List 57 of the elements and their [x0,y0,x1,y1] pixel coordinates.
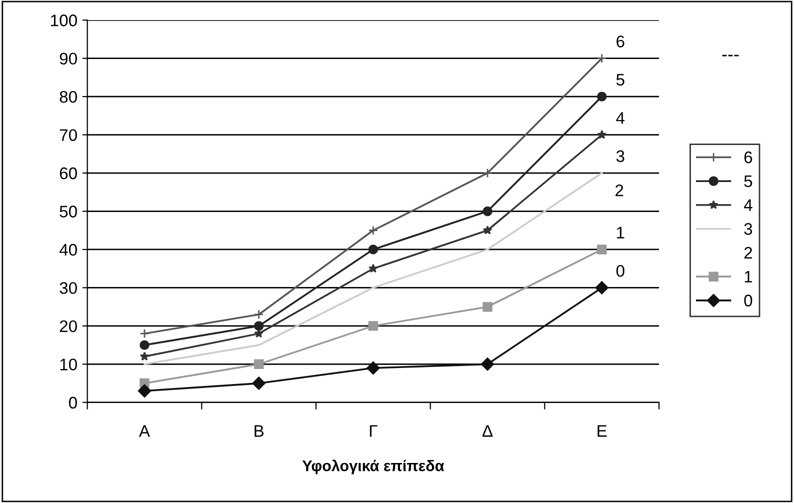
x-tick-label: Γ [370,425,378,437]
y-tick-label: 20 [60,320,77,332]
point [480,358,494,371]
point [140,340,150,350]
text: 2 [744,246,752,259]
y-tick-label: 10 [60,358,77,370]
x-tick-label: Δ [482,425,493,437]
point [596,244,607,254]
y-tick-label: 70 [60,129,77,142]
point [482,168,492,178]
legend-label: 1 [744,270,752,282]
point [596,53,607,64]
point [595,281,608,294]
point [366,361,380,375]
text: --- [722,54,739,56]
text: 4 [616,112,625,124]
point [368,244,378,254]
y-tick-label: 60 [60,167,77,180]
point [368,226,378,236]
annotation: 2 [616,184,624,196]
y-tick-label: 30 [60,282,77,294]
legend-label: 3 [744,223,752,235]
point [254,359,264,370]
legend-label: 0 [744,294,752,306]
x-tick-label: Ε [598,425,607,437]
point [596,92,607,102]
y-tick-label: 0 [69,396,77,409]
point [140,328,150,338]
point [254,310,264,320]
y-tick-label: 40 [59,244,77,256]
text: 0 [616,264,624,277]
point [482,302,492,312]
text: 1 [617,226,624,238]
point [254,328,264,338]
text: 3 [616,150,624,162]
text: 6 [616,36,624,48]
legend-label: 5 [744,175,752,188]
x-tick-label: Α [138,425,150,437]
legend-label: 4 [744,199,752,211]
point [482,206,492,216]
y-tick-label: 100 [51,14,77,26]
y-tick-label: 50 [60,206,77,218]
x-axis-title: Υφολογικά επίπεδα [302,460,444,474]
x-tick-label: Β [254,425,264,437]
point [138,384,152,398]
text: 5 [616,74,624,86]
y-tick-label: 90 [60,52,77,65]
line-series [144,172,603,366]
point [252,376,266,390]
legend-label: 6 [744,151,752,164]
point [482,226,492,234]
y-tick-label: 80 [60,90,77,103]
point [254,321,264,331]
point [140,352,150,361]
point [368,321,378,331]
point [597,130,607,139]
point [368,264,378,273]
